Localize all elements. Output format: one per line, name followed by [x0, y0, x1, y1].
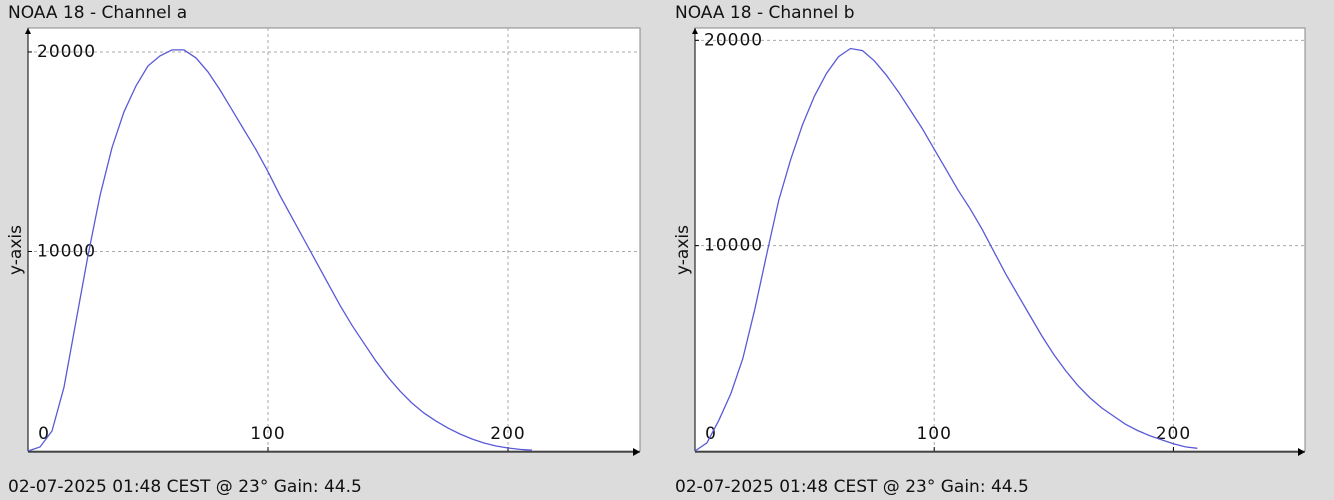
data-line: [27, 49, 533, 452]
footer-text: 02-07-2025 01:48 CEST @ 23° Gain: 44.5: [8, 477, 362, 497]
y-tick-label: 20000: [704, 30, 763, 50]
y-axis-label: y-axis: [6, 225, 26, 275]
axis-arrow: [692, 28, 698, 34]
chart-title: NOAA 18 - Channel b: [675, 3, 855, 23]
plot-area: [27, 27, 641, 452]
x-tick-label: 0: [38, 424, 50, 444]
x-tick-label: 200: [490, 424, 525, 444]
axis-arrow: [1298, 448, 1305, 456]
axis-arrow: [633, 448, 640, 456]
y-tick-label: 10000: [37, 241, 96, 261]
x-tick-label: 200: [1156, 424, 1191, 444]
y-tick-label: 20000: [37, 42, 96, 62]
chart-title: NOAA 18 - Channel a: [8, 3, 187, 23]
x-tick-label: 100: [250, 424, 285, 444]
axis-arrow: [25, 28, 31, 34]
y-tick-label: 10000: [704, 236, 763, 256]
data-line: [694, 47, 1198, 452]
footer-text: 02-07-2025 01:48 CEST @ 23° Gain: 44.5: [675, 477, 1029, 497]
x-tick-label: 0: [705, 424, 717, 444]
x-tick-label: 100: [916, 424, 951, 444]
plot-area: [694, 27, 1306, 452]
y-axis-label: y-axis: [673, 225, 693, 275]
